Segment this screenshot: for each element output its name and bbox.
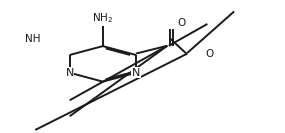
Text: NH: NH bbox=[25, 34, 40, 44]
Text: N: N bbox=[66, 68, 74, 78]
Text: NH$_2$: NH$_2$ bbox=[92, 11, 113, 25]
Text: O: O bbox=[205, 49, 213, 59]
Text: O: O bbox=[177, 18, 186, 28]
Text: N: N bbox=[132, 68, 140, 78]
